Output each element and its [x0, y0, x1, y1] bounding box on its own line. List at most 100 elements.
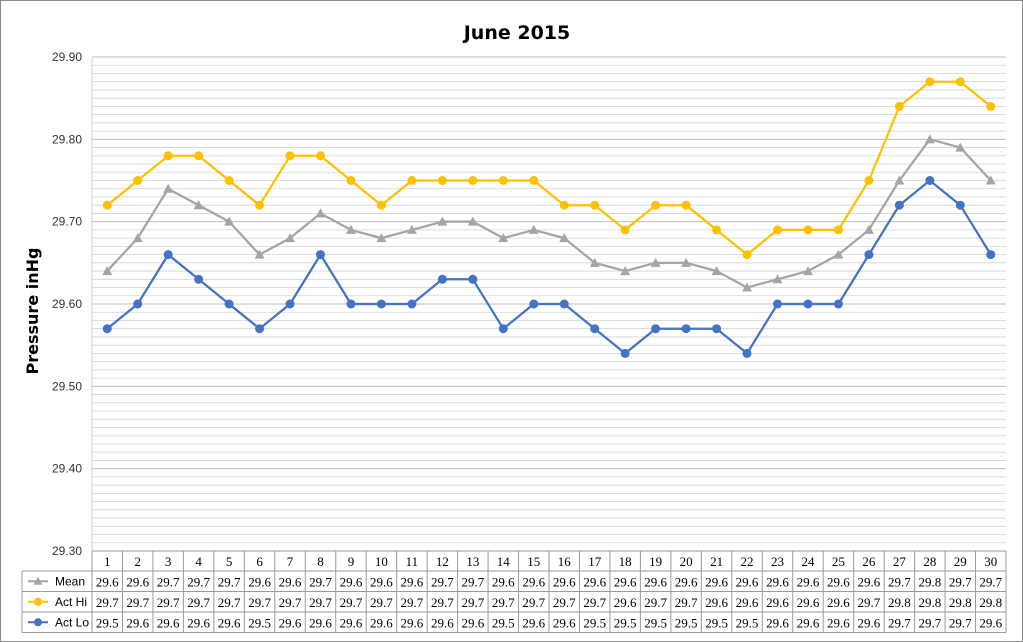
x-tick-label: 5: [226, 554, 233, 569]
data-point: [193, 200, 204, 210]
table-cell: 29.8: [918, 574, 941, 589]
data-point: [986, 250, 996, 260]
data-point: [651, 200, 661, 210]
table-cell: 29.7: [858, 595, 881, 610]
x-tick-label: 6: [256, 554, 263, 569]
table-cell: 29.6: [309, 615, 332, 630]
table-cell: 29.6: [553, 574, 576, 589]
table-cell: 29.7: [431, 574, 454, 589]
data-point: [590, 324, 600, 334]
data-point: [894, 101, 904, 111]
data-point: [985, 175, 996, 185]
table-cell: 29.6: [218, 615, 241, 630]
table-cell: 29.6: [279, 615, 302, 630]
table-cell: 29.8: [918, 595, 941, 610]
table-cell: 29.7: [187, 574, 210, 589]
table-cell: 29.6: [858, 615, 881, 630]
data-point: [894, 175, 905, 185]
legend-label: Act Hi: [55, 595, 87, 609]
table-cell: 29.7: [218, 574, 241, 589]
table-cell: 29.7: [218, 595, 241, 610]
table-cell: 29.7: [553, 595, 576, 610]
series-markers: [102, 77, 996, 358]
data-point: [498, 176, 508, 185]
table-cell: 29.7: [96, 595, 119, 610]
data-point: [102, 324, 112, 334]
data-point: [925, 77, 935, 87]
data-point: [620, 266, 631, 276]
table-cell: 29.6: [705, 574, 728, 589]
data-point: [742, 282, 753, 292]
data-point: [529, 299, 539, 309]
y-tick-label: 29.40: [52, 462, 82, 476]
table-cell: 29.6: [340, 615, 363, 630]
x-tick-label: 23: [771, 554, 784, 569]
table-cell: 29.6: [614, 574, 637, 589]
data-point: [833, 299, 843, 309]
data-point: [467, 216, 478, 226]
data-point: [955, 200, 965, 210]
data-point: [863, 224, 874, 234]
table-cell: 29.7: [949, 574, 972, 589]
table-cell: 29.7: [370, 595, 393, 610]
data-point: [590, 200, 600, 210]
data-point: [132, 233, 143, 243]
data-point: [345, 224, 356, 234]
data-point: [559, 299, 569, 309]
table-cell: 29.5: [644, 615, 667, 630]
table-cell: 29.6: [248, 574, 271, 589]
table-cell: 29.7: [309, 574, 332, 589]
y-tick-label: 29.30: [52, 544, 82, 558]
x-tick-label: 13: [466, 554, 479, 569]
table-cell: 29.7: [309, 595, 332, 610]
table-cell: 29.7: [644, 595, 667, 610]
data-point: [285, 233, 296, 243]
data-point: [498, 233, 509, 243]
data-table: 1 2 3 4 5 6 7 8 9 10 11 12 13 14 15 16 17 18 19 20 21 22 23 24 2…: [21, 550, 1007, 633]
table-cell: 29.7: [918, 615, 941, 630]
table-cell: 29.6: [401, 615, 424, 630]
table-cell: 29.8: [949, 595, 972, 610]
x-tick-label: 1: [104, 554, 111, 569]
table-cell: 29.7: [979, 574, 1002, 589]
data-point: [620, 225, 630, 235]
x-tick-label: 8: [317, 554, 324, 569]
table-cell: 29.6: [553, 615, 576, 630]
x-tick-label: 30: [984, 554, 997, 569]
table-cell: 29.6: [827, 615, 850, 630]
x-tick-label: 29: [954, 554, 967, 569]
table-cell: 29.6: [675, 574, 698, 589]
table-cell: 29.7: [492, 595, 515, 610]
data-point: [802, 266, 813, 276]
data-point: [346, 299, 356, 309]
data-point: [742, 348, 752, 358]
legend-key-marker: [34, 618, 42, 627]
data-point: [772, 274, 783, 284]
table-cell: 29.7: [279, 595, 302, 610]
x-tick-label: 4: [195, 554, 202, 569]
chart-title: June 2015: [462, 22, 571, 44]
y-tick-label: 29.60: [52, 297, 82, 311]
table-cell: 29.6: [340, 574, 363, 589]
data-point: [224, 299, 234, 309]
y-tick-label: 29.50: [52, 379, 82, 393]
data-point: [803, 225, 813, 235]
data-point: [285, 151, 295, 161]
table-cell: 29.7: [583, 595, 606, 610]
table-cell: 29.6: [461, 615, 484, 630]
table-cell: 29.7: [431, 595, 454, 610]
data-point: [620, 348, 630, 358]
table-cell: 29.7: [888, 615, 911, 630]
x-tick-label: 19: [649, 554, 662, 569]
data-point: [711, 266, 722, 276]
table-cell: 29.6: [736, 574, 759, 589]
data-point: [315, 208, 326, 218]
x-tick-label: 9: [348, 554, 355, 569]
x-tick-label: 10: [375, 554, 388, 569]
data-point: [924, 134, 935, 144]
table-cell: 29.7: [675, 595, 698, 610]
table-cell: 29.7: [126, 595, 149, 610]
table-cell: 29.6: [157, 615, 180, 630]
table-cell: 29.6: [858, 574, 881, 589]
table-cell: 29.6: [766, 595, 789, 610]
